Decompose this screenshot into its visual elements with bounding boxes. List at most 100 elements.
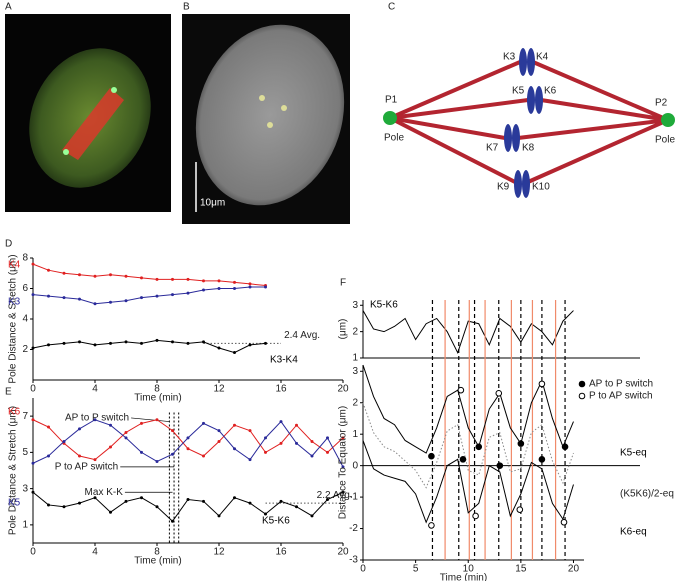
average-label: 2.2 Avg. [317, 490, 353, 501]
y-tick-label: 3 [22, 483, 28, 494]
data-point [31, 262, 35, 266]
pole-label: P2 [655, 98, 668, 109]
data-point [140, 276, 143, 280]
kinetochore-label: K6 [544, 86, 557, 97]
data-point [78, 273, 81, 277]
data-point [341, 436, 345, 440]
pole-word: Pole [384, 133, 404, 144]
data-point [140, 296, 143, 300]
spot [281, 105, 287, 111]
data-point [279, 420, 283, 424]
kinetochore-label: K9 [497, 182, 510, 193]
data-point [248, 501, 252, 505]
switch-marker [517, 440, 525, 447]
data-point [109, 341, 112, 345]
data-point [186, 498, 190, 501]
series-line [32, 286, 266, 305]
data-point [202, 499, 205, 503]
series-label: K6 [8, 407, 21, 418]
y-tick-label: 3 [352, 300, 358, 311]
data-point [78, 297, 81, 301]
chromosomes [504, 48, 543, 198]
data-point [31, 293, 35, 297]
series-line [362, 402, 574, 489]
data-point [202, 279, 205, 283]
data-point [155, 459, 159, 463]
x-tick-label: 4 [92, 547, 98, 558]
series-label: K5-K6 [370, 300, 398, 311]
y-tick-label: 2 [352, 397, 358, 408]
kinetochore-label: K10 [532, 182, 550, 193]
data-point [93, 302, 97, 306]
data-point [186, 341, 190, 345]
data-point [279, 441, 283, 445]
panel-label: E [5, 387, 12, 398]
series-label: (K5K6)/2-eq [620, 489, 674, 500]
switch-marker [538, 456, 546, 463]
data-point [155, 277, 159, 281]
data-point [202, 340, 205, 344]
data-point [233, 423, 236, 427]
data-point [217, 514, 221, 518]
data-point [217, 346, 221, 350]
y-axis-label: Distance To Equator (μm) [338, 406, 349, 519]
panel-label: A [5, 2, 12, 13]
y-tick-label: 7 [22, 411, 28, 422]
data-point [93, 418, 97, 422]
series-line [362, 310, 574, 355]
pole-p1 [383, 111, 397, 125]
switch-marker [538, 380, 546, 388]
y-tick-label: 2 [22, 344, 28, 355]
switch-marker [496, 462, 504, 469]
data-point [248, 343, 252, 347]
series-label: K5-K6 [262, 516, 290, 527]
kinetochore-label: K7 [486, 143, 499, 154]
data-point [186, 291, 190, 295]
legend-label: AP to P switch [589, 379, 653, 390]
y-tick-label: 5 [22, 447, 28, 458]
data-point [310, 440, 314, 443]
data-point [341, 465, 345, 469]
y-tick-label: 4 [22, 314, 28, 325]
data-point [202, 288, 205, 292]
data-point [47, 425, 50, 429]
y-axis-label: Pole Distance & Stretch (μm) [8, 406, 19, 535]
data-point [217, 429, 221, 433]
x-axis-label: Time (min) [134, 556, 181, 567]
series-line [362, 440, 574, 524]
switch-marker [472, 512, 479, 520]
series-line [32, 263, 266, 286]
data-point [93, 496, 97, 500]
series-label: K3-K4 [270, 355, 298, 366]
y-tick-label: -3 [349, 555, 358, 566]
data-point [155, 418, 159, 422]
switch-marker [560, 518, 568, 526]
data-point [171, 293, 174, 297]
x-tick-label: 12 [213, 547, 225, 558]
data-point [264, 341, 267, 345]
legend-marker [578, 392, 586, 400]
data-point [155, 294, 159, 298]
data-point [217, 287, 221, 290]
data-point [109, 423, 112, 427]
switch-marker [516, 506, 524, 513]
data-point [93, 458, 97, 462]
data-point [295, 441, 298, 445]
y-tick-label: 2 [352, 326, 358, 337]
y-tick-label: 1 [22, 520, 28, 531]
kinetochore-label: K8 [522, 143, 535, 154]
cell [195, 24, 345, 206]
x-tick-label: 16 [275, 547, 287, 558]
data-point [78, 340, 81, 344]
data-point [109, 300, 112, 304]
data-point [171, 452, 174, 456]
data-point [326, 498, 329, 501]
kinetochore-label: K5 [512, 86, 525, 97]
data-point [140, 496, 143, 500]
data-point [78, 427, 81, 431]
data-point [233, 447, 236, 451]
data-point [310, 514, 314, 518]
data-point [279, 499, 283, 503]
x-axis-label: Time (min) [440, 573, 487, 581]
data-point [31, 418, 35, 422]
